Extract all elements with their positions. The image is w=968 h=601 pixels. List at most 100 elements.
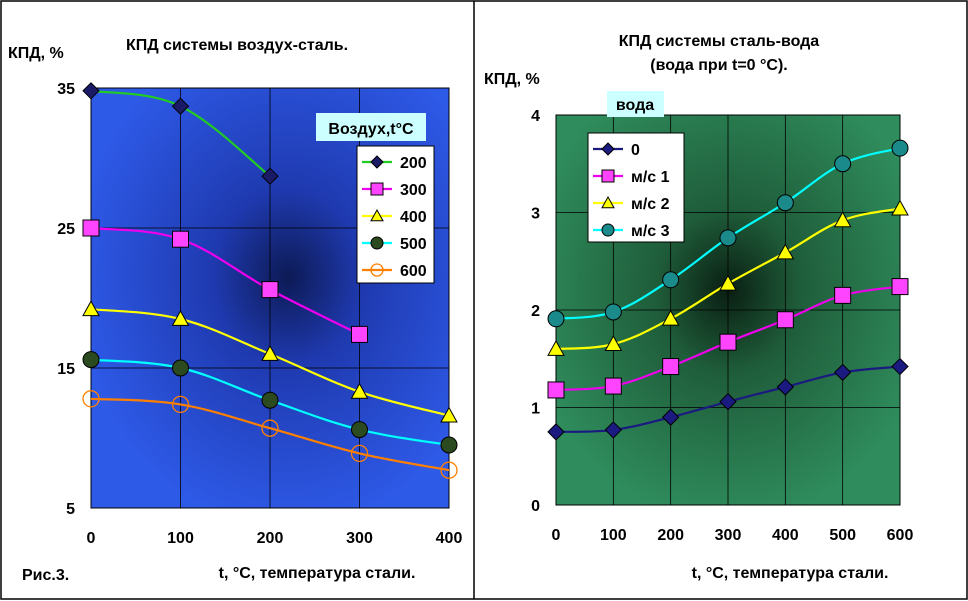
data-point (662, 358, 680, 376)
chart-air-steel: 5 15 25 35 0 100 200 300 400 КПД, % КПД системы… (8, 37, 462, 584)
data-point (604, 303, 622, 321)
data-point (719, 229, 737, 247)
y-tick-label: 0 (531, 498, 540, 515)
data-point (547, 381, 565, 399)
y-tick-label: 35 (57, 81, 75, 98)
x-tick-label: 200 (257, 530, 284, 547)
y-tick-label: 15 (57, 361, 75, 378)
data-point (776, 194, 794, 212)
data-point (261, 391, 279, 409)
data-point (719, 274, 737, 291)
x-tick-label: 300 (715, 527, 742, 544)
data-point (440, 406, 458, 423)
legend-label: 200 (400, 155, 427, 172)
data-point (604, 377, 622, 395)
legend-marker (370, 263, 384, 277)
series-300 (82, 219, 368, 343)
data-point (172, 359, 189, 377)
y-tick-label: 5 (66, 501, 75, 518)
plot-border (90, 87, 450, 509)
legend-item: м/с 3 (593, 223, 670, 240)
legend-item: 400 (362, 208, 427, 226)
series-1 (547, 278, 909, 399)
legend-item: м/с 1 (593, 169, 670, 186)
data-point (604, 421, 623, 439)
data-point (351, 421, 368, 439)
legend-box (356, 145, 435, 284)
data-point (719, 333, 737, 351)
data-point (82, 390, 100, 408)
legend-marker (601, 142, 615, 156)
x-tick-label: 400 (436, 530, 463, 547)
y-tick-label: 3 (531, 206, 540, 223)
x-axis-label: t, °C, температура стали. (692, 565, 889, 582)
y-tick-label: 2 (531, 303, 540, 320)
legend-item: 300 (362, 182, 427, 199)
data-point (171, 97, 190, 115)
chart-steel-water: 0 1 2 3 4 0 100 200 300 400 500 600 КПД системы ст… (484, 33, 913, 582)
series-2 (547, 199, 909, 356)
data-point (172, 230, 189, 248)
legend-item: 600 (362, 263, 427, 280)
data-point (776, 378, 795, 396)
legend-marker (601, 195, 615, 209)
data-point (82, 351, 100, 369)
legend-item: 0 (593, 142, 640, 159)
data-point (776, 243, 795, 260)
data-point (82, 82, 100, 100)
data-point (350, 382, 369, 399)
series-500 (82, 351, 458, 454)
data-point (661, 309, 680, 326)
series-line (90, 397, 450, 472)
series-400 (82, 300, 458, 423)
data-point (171, 395, 190, 414)
legend: Воздух,t°C 200 300 400 500 600 (316, 113, 435, 284)
data-point (661, 408, 680, 426)
legend-marker (370, 236, 384, 250)
grid-lines (90, 87, 450, 509)
data-point (604, 335, 623, 352)
x-tick-label: 200 (657, 527, 684, 544)
data-point (171, 309, 190, 326)
data-point (776, 311, 794, 329)
x-tick-label: 300 (346, 530, 373, 547)
data-point (351, 325, 368, 343)
legend-label: 400 (400, 209, 427, 226)
data-point (834, 286, 852, 304)
legend-marker (601, 169, 615, 183)
x-tick-label: 0 (552, 527, 561, 544)
chart-title: КПД системы сталь-вода (619, 33, 820, 50)
legend-label: 0 (631, 142, 640, 159)
plot-border (555, 114, 901, 506)
data-point (833, 363, 852, 382)
legend-title-box (607, 91, 664, 117)
legend-marker (370, 208, 384, 222)
legend-label: 500 (400, 236, 427, 253)
y-tick-label: 1 (531, 401, 540, 418)
series-group (82, 82, 458, 479)
y-tick-labels: 5 15 25 35 (57, 81, 75, 518)
x-tick-label: 600 (887, 527, 914, 544)
x-tick-label: 0 (87, 530, 96, 547)
series-3 (547, 139, 909, 328)
data-point (350, 444, 369, 463)
legend-item: 500 (362, 236, 427, 253)
legend-label: 300 (400, 182, 427, 199)
legend-item: м/с 2 (593, 195, 670, 213)
legend-title-box (316, 113, 426, 141)
y-axis-label: КПД, % (8, 45, 64, 62)
legend-marker (370, 155, 384, 169)
y-tick-label: 4 (531, 108, 540, 125)
y-axis-label: КПД, % (484, 71, 540, 88)
data-point (261, 281, 279, 299)
data-point (891, 278, 909, 296)
data-point (547, 339, 565, 356)
chart-title: КПД системы воздух-сталь. (126, 37, 348, 54)
series-line (90, 226, 360, 336)
x-tick-labels: 0 100 200 300 400 (87, 530, 463, 547)
legend-marker (370, 182, 384, 196)
data-point (440, 461, 458, 479)
legend-item: 200 (362, 155, 427, 172)
legend: вода 0 м/с 1 м/с 2 м/с 3 (587, 91, 685, 243)
